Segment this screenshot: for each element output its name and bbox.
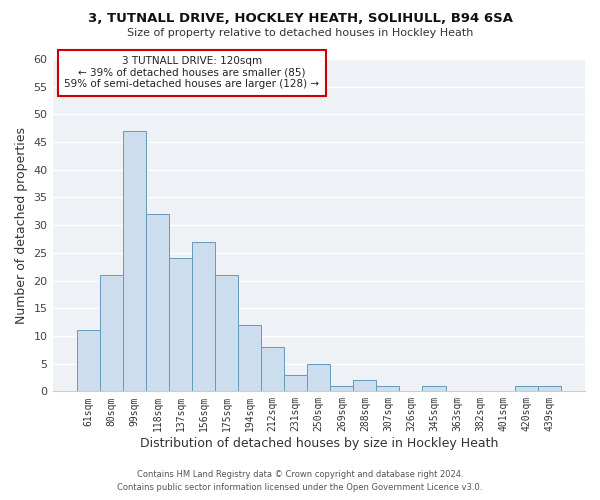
- Bar: [146, 214, 169, 392]
- Bar: [100, 275, 123, 392]
- Bar: [422, 386, 446, 392]
- Bar: [169, 258, 192, 392]
- Text: 3 TUTNALL DRIVE: 120sqm
← 39% of detached houses are smaller (85)
59% of semi-de: 3 TUTNALL DRIVE: 120sqm ← 39% of detache…: [64, 56, 320, 90]
- Text: Size of property relative to detached houses in Hockley Heath: Size of property relative to detached ho…: [127, 28, 473, 38]
- Bar: [330, 386, 353, 392]
- Bar: [123, 131, 146, 392]
- Bar: [192, 242, 215, 392]
- Bar: [261, 347, 284, 392]
- Bar: [538, 386, 561, 392]
- Bar: [238, 325, 261, 392]
- Text: 3, TUTNALL DRIVE, HOCKLEY HEATH, SOLIHULL, B94 6SA: 3, TUTNALL DRIVE, HOCKLEY HEATH, SOLIHUL…: [88, 12, 512, 26]
- Text: Contains HM Land Registry data © Crown copyright and database right 2024.
Contai: Contains HM Land Registry data © Crown c…: [118, 470, 482, 492]
- Bar: [353, 380, 376, 392]
- Bar: [515, 386, 538, 392]
- Bar: [215, 275, 238, 392]
- Bar: [284, 374, 307, 392]
- Bar: [307, 364, 330, 392]
- Y-axis label: Number of detached properties: Number of detached properties: [15, 126, 28, 324]
- X-axis label: Distribution of detached houses by size in Hockley Heath: Distribution of detached houses by size …: [140, 437, 498, 450]
- Bar: [376, 386, 400, 392]
- Bar: [77, 330, 100, 392]
